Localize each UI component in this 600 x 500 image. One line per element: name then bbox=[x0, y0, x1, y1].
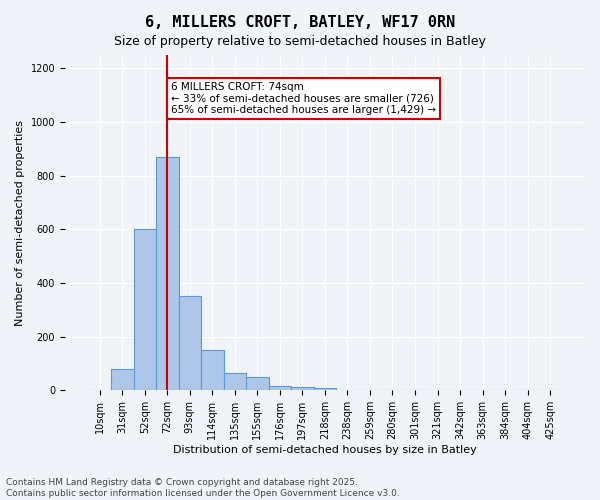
Bar bbox=[134, 230, 156, 390]
Bar bbox=[156, 157, 179, 390]
Text: Size of property relative to semi-detached houses in Batley: Size of property relative to semi-detach… bbox=[114, 35, 486, 48]
Bar bbox=[291, 387, 314, 390]
Text: Contains HM Land Registry data © Crown copyright and database right 2025.
Contai: Contains HM Land Registry data © Crown c… bbox=[6, 478, 400, 498]
Bar bbox=[246, 377, 269, 390]
Text: 6 MILLERS CROFT: 74sqm
← 33% of semi-detached houses are smaller (726)
65% of se: 6 MILLERS CROFT: 74sqm ← 33% of semi-det… bbox=[171, 82, 436, 115]
Bar bbox=[201, 350, 224, 391]
Bar bbox=[111, 369, 134, 390]
Bar bbox=[179, 296, 201, 390]
Bar bbox=[269, 386, 291, 390]
X-axis label: Distribution of semi-detached houses by size in Batley: Distribution of semi-detached houses by … bbox=[173, 445, 477, 455]
Bar bbox=[224, 373, 246, 390]
Bar bbox=[314, 388, 336, 390]
Text: 6, MILLERS CROFT, BATLEY, WF17 0RN: 6, MILLERS CROFT, BATLEY, WF17 0RN bbox=[145, 15, 455, 30]
Y-axis label: Number of semi-detached properties: Number of semi-detached properties bbox=[15, 120, 25, 326]
